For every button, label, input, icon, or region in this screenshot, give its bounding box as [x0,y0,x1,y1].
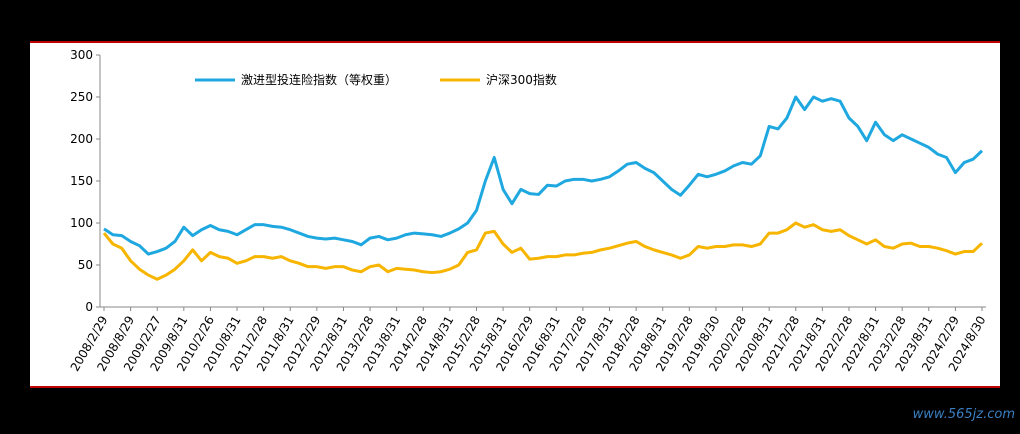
y-tick-label: 100 [70,216,93,230]
watermark: www.565jz.com [913,407,1015,422]
line [103,95,984,256]
legend-label: 激进型投连险指数（等权重） [241,72,397,87]
legend-label: 沪深300指数 [486,72,557,87]
y-tick-label: 200 [70,132,93,146]
y-tick-label: 0 [85,300,93,314]
y-tick-label: 150 [70,174,93,188]
line [102,221,984,281]
y-tick-label: 50 [78,258,93,272]
y-tick-label: 300 [70,48,93,62]
y-tick-label: 250 [70,90,93,104]
